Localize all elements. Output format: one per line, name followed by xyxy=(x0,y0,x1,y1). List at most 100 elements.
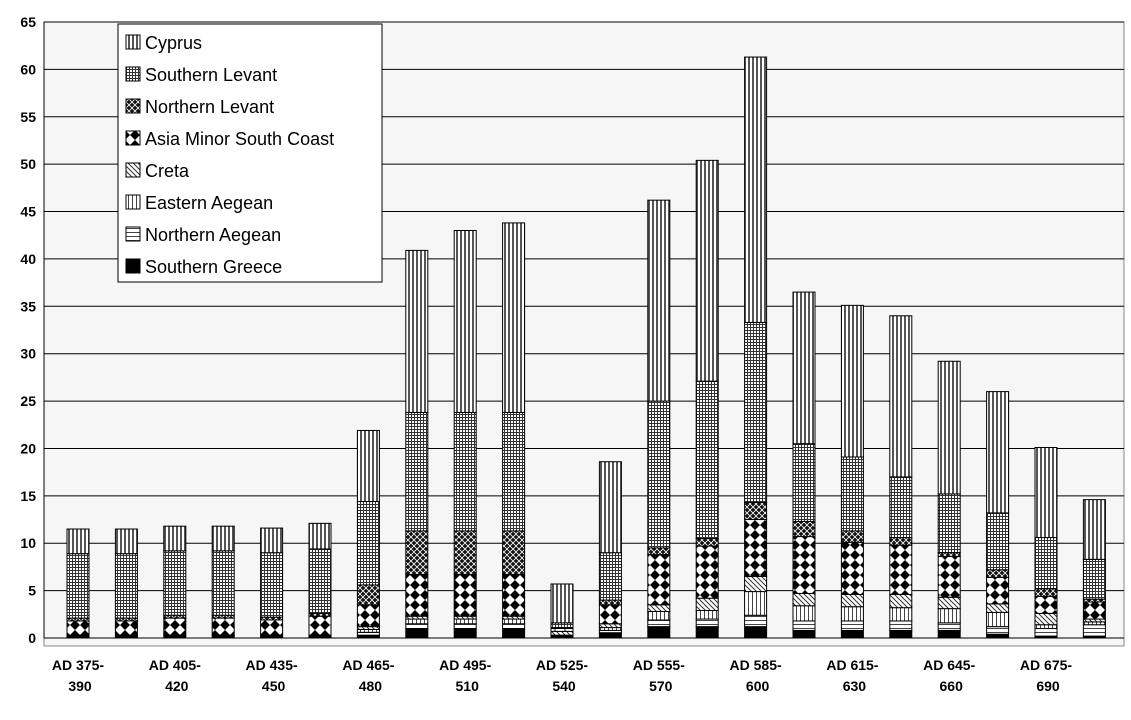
bar-stack-ad-390-405 xyxy=(114,528,138,639)
bar-segment-southern-greece xyxy=(405,628,429,639)
bar-segment-southern-greece xyxy=(598,632,622,639)
bar-segment-southern-levant xyxy=(114,553,138,619)
bar-segment-southern-greece xyxy=(695,626,719,639)
y-tick-label: 45 xyxy=(20,204,36,220)
bar-segment-creta xyxy=(937,596,961,610)
bar-stack-ad-480-495 xyxy=(405,249,429,639)
y-tick-label: 50 xyxy=(20,156,36,172)
x-tick-label: AD 555-570 xyxy=(633,657,685,694)
legend-label-creta: Creta xyxy=(145,161,190,181)
bar-segment-northern-levant xyxy=(647,547,671,556)
y-tick-label: 5 xyxy=(28,583,36,599)
bar-segment-southern-levant xyxy=(163,550,187,616)
bar-segment-southern-greece xyxy=(986,633,1010,639)
bars xyxy=(66,56,1106,639)
legend-label-southern-greece: Southern Greece xyxy=(145,257,282,277)
legend-box xyxy=(117,23,383,283)
bar-segment-southern-levant xyxy=(792,443,816,522)
bar-stack-ad-555-570 xyxy=(647,199,671,639)
bar-segment-cyprus xyxy=(308,522,332,550)
bar-segment-southern-levant xyxy=(647,400,671,549)
bar-segment-cyprus xyxy=(66,528,90,555)
legend-swatch-cyprus xyxy=(125,34,141,50)
bar-segment-asia-minor-south-coast xyxy=(260,619,284,636)
y-tick-label: 0 xyxy=(28,630,36,646)
bar-segment-asia-minor-south-coast xyxy=(695,545,719,599)
bar-segment-asia-minor-south-coast xyxy=(308,615,332,636)
bar-segment-northern-aegean xyxy=(502,623,526,630)
bar-segment-northern-levant xyxy=(744,501,768,521)
bar-segment-southern-levant xyxy=(986,512,1010,571)
bar-segment-southern-greece xyxy=(647,626,671,639)
bar-segment-southern-greece xyxy=(744,626,768,639)
bar-segment-creta xyxy=(598,623,622,629)
bar-segment-creta xyxy=(550,630,574,636)
bar-segment-creta xyxy=(744,575,768,593)
legend-label-eastern-aegean: Eastern Aegean xyxy=(145,193,273,213)
bar-segment-asia-minor-south-coast xyxy=(1082,601,1106,620)
bar-segment-northern-aegean xyxy=(405,623,429,630)
bar-segment-asia-minor-south-coast xyxy=(840,541,864,595)
bar-segment-cyprus xyxy=(502,222,526,413)
bar-segment-northern-aegean xyxy=(744,614,768,628)
bar-segment-eastern-aegean xyxy=(792,605,816,622)
y-tick-label: 20 xyxy=(20,440,36,456)
bar-segment-asia-minor-south-coast xyxy=(792,536,816,594)
x-axis-ticks: AD 375-390 AD 405-420 AD 435-450 AD 465-480… xyxy=(52,657,1072,694)
bar-segment-northern-levant xyxy=(598,599,622,606)
bar-segment-northern-aegean xyxy=(792,620,816,631)
bar-segment-southern-levant xyxy=(598,552,622,601)
bar-segment-cyprus xyxy=(550,583,574,624)
bar-segment-eastern-aegean xyxy=(695,610,719,620)
bar-segment-northern-levant xyxy=(356,584,380,606)
bar-segment-asia-minor-south-coast xyxy=(986,576,1010,605)
bar-stack-ad-510-525 xyxy=(502,222,526,639)
bar-segment-northern-aegean xyxy=(1082,624,1106,637)
bar-segment-southern-levant xyxy=(744,321,768,503)
bar-segment-southern-levant xyxy=(1034,537,1058,590)
bar-stack-ad-465-480 xyxy=(356,429,380,639)
x-tick-label: AD 495-510 xyxy=(439,657,491,694)
bar-segment-asia-minor-south-coast xyxy=(356,604,380,628)
x-tick-label: AD 675-690 xyxy=(1020,657,1072,694)
bar-stack-ad-600-615 xyxy=(792,291,816,639)
bar-segment-northern-levant xyxy=(1034,588,1058,597)
legend-label-northern-levant: Northern Levant xyxy=(145,97,274,117)
bar-segment-northern-levant xyxy=(986,569,1010,578)
bar-segment-eastern-aegean xyxy=(1034,624,1058,630)
bar-segment-northern-levant xyxy=(405,530,429,576)
bar-segment-cyprus xyxy=(1082,499,1106,560)
bar-segment-northern-aegean xyxy=(453,623,477,630)
bar-segment-cyprus xyxy=(937,360,961,495)
y-tick-label: 25 xyxy=(20,393,36,409)
bar-segment-southern-levant xyxy=(211,550,235,616)
bar-segment-southern-levant xyxy=(937,493,961,554)
bar-segment-eastern-aegean xyxy=(744,591,768,616)
legend-swatch-creta xyxy=(125,162,141,178)
y-tick-label: 35 xyxy=(20,298,36,314)
bar-segment-asia-minor-south-coast xyxy=(66,620,90,636)
bar-segment-southern-greece xyxy=(792,629,816,639)
bar-segment-eastern-aegean xyxy=(405,618,429,625)
bar-segment-cyprus xyxy=(792,291,816,445)
bar-segment-cyprus xyxy=(1034,447,1058,539)
bar-segment-southern-greece xyxy=(889,629,913,639)
legend-swatch-asia-minor-south-coast xyxy=(125,130,141,146)
bar-segment-southern-levant xyxy=(66,553,90,619)
bar-stack-ad-615-630 xyxy=(840,304,864,639)
bar-stack-ad-435-450 xyxy=(260,527,284,639)
y-tick-label: 60 xyxy=(20,61,36,77)
bar-stack-ad-630-645 xyxy=(889,315,913,639)
x-tick-label: AD 525-540 xyxy=(536,657,588,694)
x-tick-label: AD 585-600 xyxy=(730,657,782,694)
bar-segment-creta xyxy=(1034,612,1058,626)
bar-segment-northern-aegean xyxy=(889,620,913,631)
y-tick-label: 55 xyxy=(20,109,36,125)
bar-segment-asia-minor-south-coast xyxy=(453,574,477,617)
legend-swatch-eastern-aegean xyxy=(125,194,141,210)
bar-segment-southern-levant xyxy=(1082,558,1106,600)
bar-segment-southern-levant xyxy=(502,411,526,532)
bar-segment-northern-aegean xyxy=(647,619,671,628)
legend-label-southern-levant: Southern Levant xyxy=(145,65,277,85)
